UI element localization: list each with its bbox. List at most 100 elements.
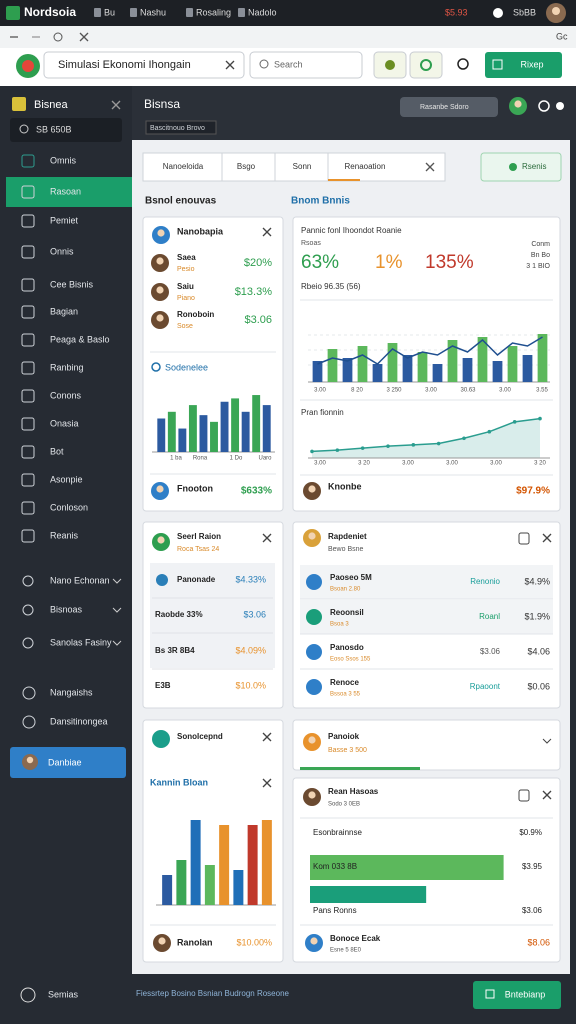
footer-name: Ranolan — [177, 937, 213, 947]
table-cell: Raobde 33% — [155, 610, 203, 619]
row-name: Ronoboin — [177, 310, 214, 319]
topbar-icon — [556, 102, 564, 110]
footer-button-label: Bntebianp — [505, 989, 546, 999]
search-icon — [457, 58, 469, 70]
sidebar-item[interactable]: Pemiet — [50, 215, 79, 225]
card-subtitle: Basse 3 500 — [328, 747, 367, 754]
os-tab[interactable]: Nadolo — [248, 7, 277, 17]
sidebar-item[interactable]: Rasoan — [50, 186, 81, 196]
sidebar-item[interactable]: Ranbing — [50, 362, 84, 372]
sidebar-group: Nano Echonan — [50, 575, 110, 585]
sidebar-item[interactable]: Onnis — [50, 246, 74, 256]
extra-icon — [22, 686, 36, 700]
row-icon — [306, 609, 322, 625]
sidebar-item[interactable]: Bagian — [50, 306, 78, 316]
sidebar-extra: Dansitinongea — [50, 716, 108, 726]
topbar-icon — [538, 100, 550, 112]
tab[interactable]: Renaoation — [345, 162, 386, 171]
row-value: $0.06 — [527, 681, 550, 691]
legend-entry: 3 1 BIO — [526, 263, 550, 270]
x-tick-label: 3.00 — [499, 388, 511, 394]
area-point — [538, 416, 542, 421]
avatar-face — [157, 229, 165, 237]
close-icon — [79, 32, 89, 42]
tab[interactable]: Bsgo — [237, 162, 256, 171]
line-series — [317, 336, 543, 365]
bar — [357, 346, 368, 382]
tab[interactable]: Sonn — [293, 162, 312, 171]
table-panel — [150, 563, 275, 668]
sidebar-button[interactable] — [10, 747, 126, 778]
search-input[interactable] — [43, 51, 245, 79]
sidebar-item[interactable]: Omnis — [50, 155, 77, 165]
row-tag: Roanl — [479, 612, 500, 621]
reload-icon — [53, 32, 63, 42]
tab-icon — [94, 8, 101, 17]
primary-button[interactable] — [485, 52, 562, 78]
area-point — [487, 429, 492, 434]
card-subtitle: Rsoas — [301, 240, 321, 247]
sidebar-item[interactable]: Peaga & Baslo — [50, 334, 110, 344]
footer-button[interactable] — [473, 981, 561, 1009]
sidebar-item[interactable]: Reanis — [50, 530, 79, 540]
bar — [210, 421, 218, 452]
search-input[interactable] — [249, 51, 363, 79]
sidebar-search[interactable] — [10, 118, 122, 142]
bar — [247, 825, 258, 905]
row-name: Reoonsil — [330, 608, 364, 617]
chart-title: Rbeio 96.35 (56) — [301, 282, 361, 291]
page-subtitle: Bascitnouo Brovo — [150, 125, 205, 132]
footer-icon — [20, 987, 36, 1003]
sidebar-icon — [21, 445, 35, 459]
sidebar-item[interactable]: Conloson — [50, 502, 88, 512]
primary-button-label: Rixep — [520, 59, 543, 69]
bar — [241, 411, 250, 452]
sidebar-item[interactable]: Cee Bisnis — [50, 279, 94, 289]
row-highlight — [300, 600, 553, 634]
bar — [178, 428, 187, 452]
sidebar-title: Bisnea — [34, 99, 69, 111]
topbar-search[interactable] — [400, 97, 498, 117]
sidebar-icon — [21, 333, 35, 347]
sidebar-icon — [21, 278, 35, 292]
bar — [176, 860, 187, 905]
card-subtitle: Sodo 3 0EB — [328, 802, 360, 808]
row-sub: Bssoa 3 55 — [330, 692, 361, 698]
tab-icon — [186, 8, 193, 17]
sidebar-icon — [21, 305, 35, 319]
row-value: $20% — [244, 257, 272, 269]
toolbar-button[interactable] — [409, 51, 443, 79]
row-value: $4.9% — [524, 576, 550, 586]
os-tab[interactable]: Bu — [104, 7, 115, 17]
x-tick-label: Rona — [193, 456, 208, 462]
os-price: $5.93 — [445, 7, 468, 17]
row-icon — [156, 574, 168, 586]
sidebar-item[interactable]: Onasia — [50, 418, 79, 428]
sidebar-item[interactable]: Asonpie — [50, 474, 83, 484]
card-title: Seerl Raion — [177, 532, 221, 541]
sidebar-icon — [21, 473, 35, 487]
footer-name: Bonoce Ecak — [330, 934, 381, 943]
card-title: Rean Hasoas — [328, 787, 379, 796]
footer-value: $97.9% — [516, 486, 550, 497]
sidebar-icon — [21, 389, 35, 403]
footer-value: $8.06 — [527, 937, 550, 947]
x-tick-label: 3 250 — [386, 388, 402, 394]
tab[interactable]: Nanoeloida — [163, 162, 204, 171]
area-point — [360, 446, 365, 450]
os-tab[interactable]: Rosaling — [196, 7, 231, 17]
sidebar-item[interactable]: Bot — [50, 446, 64, 456]
os-tab[interactable]: Nashu — [140, 7, 166, 17]
bar — [252, 395, 261, 452]
sidebar-item[interactable]: Conons — [50, 390, 82, 400]
bar — [233, 870, 244, 905]
bar — [432, 364, 443, 382]
bar — [372, 364, 383, 382]
tab-button[interactable] — [480, 152, 562, 182]
bar — [188, 405, 197, 452]
chevron — [112, 607, 122, 613]
sidebar-icon — [21, 361, 35, 375]
subtitle-box — [145, 120, 217, 135]
close-icon — [542, 533, 552, 543]
